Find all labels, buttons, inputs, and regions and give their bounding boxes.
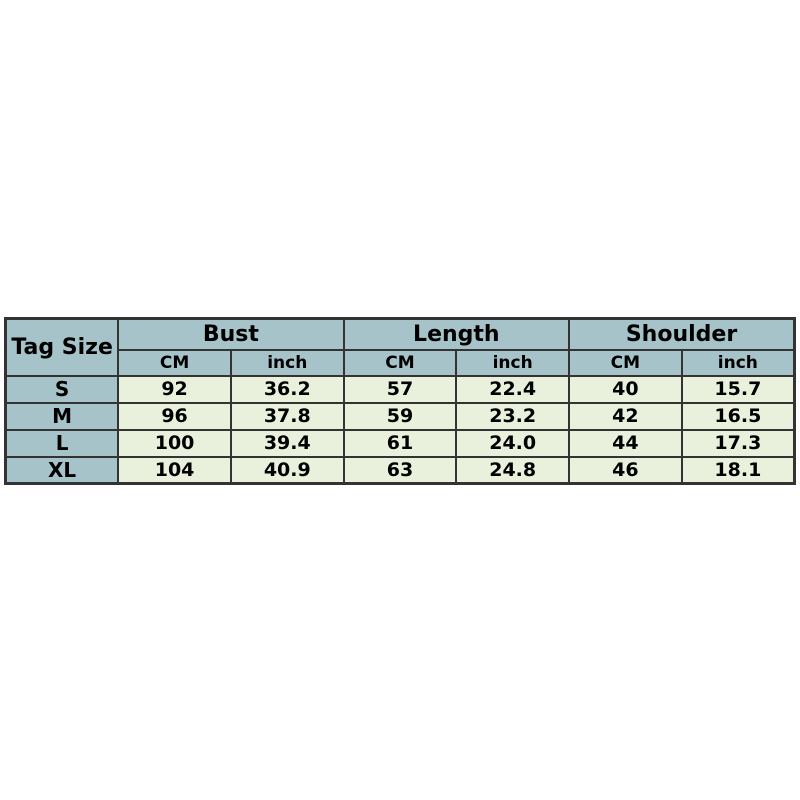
- table-cell: 92: [117, 374, 232, 404]
- table-cell: 63: [342, 455, 458, 485]
- table-cell: 96: [117, 401, 232, 431]
- table-row-l: L 100 39.4 61 24.0 44 17.3: [4, 428, 796, 458]
- group-header-row: Tag Size Bust Length Shoulder: [4, 317, 796, 377]
- table-cell: 24.0: [455, 428, 571, 458]
- shoulder-inch-header: inch: [680, 348, 796, 377]
- table-cell: 42: [568, 401, 683, 431]
- table-cell: 59: [342, 401, 458, 431]
- table-cell: 40: [568, 374, 683, 404]
- length-inch-header: inch: [455, 348, 571, 377]
- bust-cm-header: CM: [117, 348, 232, 377]
- table-cell: 17.3: [680, 428, 796, 458]
- table-cell: 18.1: [680, 455, 796, 485]
- table-cell: 39.4: [229, 428, 345, 458]
- bust-inch-header: inch: [229, 348, 345, 377]
- table-cell: 24.8: [455, 455, 571, 485]
- group-header-length: Length: [342, 317, 571, 351]
- table-cell: 22.4: [455, 374, 571, 404]
- table-row-m: M 96 37.8 59 23.2 42 16.5: [4, 401, 796, 431]
- length-cm-header: CM: [342, 348, 458, 377]
- table-cell: 46: [568, 455, 683, 485]
- group-header-shoulder: Shoulder: [568, 317, 796, 351]
- shoulder-cm-header: CM: [568, 348, 683, 377]
- table-cell: 44: [568, 428, 683, 458]
- size-label: M: [4, 401, 120, 431]
- table-cell: 104: [117, 455, 232, 485]
- table-row-s: S 92 36.2 57 22.4 40 15.7: [4, 374, 796, 404]
- tag-size-header-cell: Tag Size: [4, 317, 120, 377]
- group-header-bust: Bust: [117, 317, 345, 351]
- table-cell: 40.9: [229, 455, 345, 485]
- table-cell: 100: [117, 428, 232, 458]
- table-cell: 37.8: [229, 401, 345, 431]
- size-label: XL: [4, 455, 120, 485]
- size-label: L: [4, 428, 120, 458]
- table-cell: 36.2: [229, 374, 345, 404]
- unit-header-row: CM inch CM inch CM inch: [6, 348, 796, 377]
- table-row-xl: XL 104 40.9 63 24.8 46 18.1: [4, 455, 796, 485]
- size-chart-table: Tag Size Bust Length Shoulder CM inch CM…: [4, 317, 796, 485]
- table-cell: 61: [342, 428, 458, 458]
- table-cell: 16.5: [680, 401, 796, 431]
- table-cell: 57: [342, 374, 458, 404]
- table-cell: 15.7: [680, 374, 796, 404]
- table-cell: 23.2: [455, 401, 571, 431]
- size-label: S: [4, 374, 120, 404]
